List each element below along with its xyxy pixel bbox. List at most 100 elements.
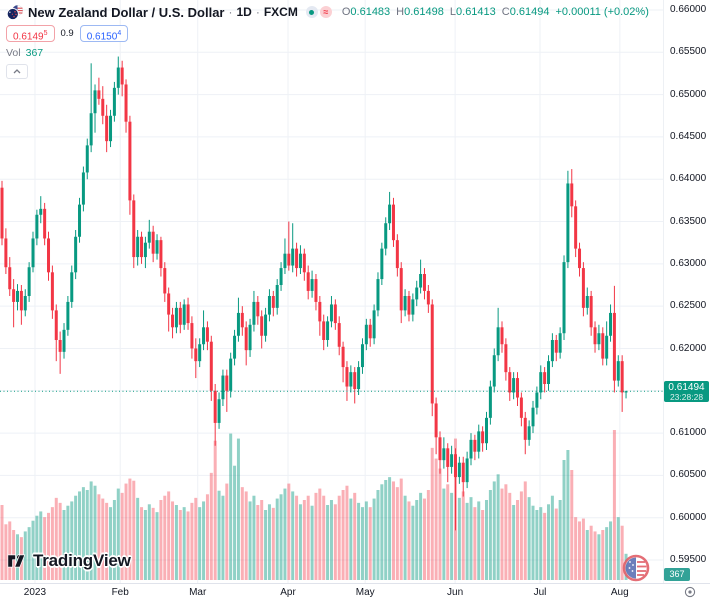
legend-collapse-button[interactable] [6, 64, 28, 79]
volume-bar [376, 490, 380, 580]
volume-indicator-label: Vol [6, 47, 21, 59]
candle [101, 86, 105, 125]
volume-bar [601, 530, 605, 580]
candle [105, 104, 109, 153]
candle [453, 448, 457, 531]
candle [194, 338, 198, 379]
volume-bar [306, 495, 310, 580]
candle [89, 63, 93, 153]
candle [624, 390, 628, 399]
price-axis-label: 0.65500 [670, 46, 707, 58]
candle [519, 392, 523, 427]
volume-bar [485, 500, 488, 580]
candle [372, 304, 376, 345]
volume-bar [457, 497, 461, 580]
volume-bar [244, 491, 248, 580]
tradingview-watermark[interactable]: TradingView [7, 551, 131, 571]
delayed-data-icon[interactable]: ≈ [319, 6, 332, 18]
candle [78, 197, 82, 243]
volume-bar [124, 483, 128, 580]
candle [496, 307, 500, 362]
candle [326, 316, 330, 347]
candle [357, 361, 361, 395]
candle [550, 333, 554, 368]
candle [275, 279, 279, 315]
time-axis-label: May [355, 587, 375, 598]
volume-bar [209, 472, 213, 580]
volume-bar [578, 521, 582, 580]
volume-bar [182, 507, 186, 580]
candle [128, 115, 132, 215]
volume-bar [136, 497, 140, 580]
volume-bar [609, 521, 613, 580]
last-price-tag: 0.61494 23:28:28 [664, 380, 709, 402]
candle [407, 290, 411, 322]
candle [376, 272, 380, 317]
candle [391, 197, 395, 247]
volume-bar [85, 490, 89, 580]
volume-bar [8, 521, 12, 580]
candle [399, 262, 403, 324]
volume-bar [500, 488, 504, 580]
candle [601, 327, 605, 366]
time-axis-label: Mar [189, 587, 207, 598]
price-axis-label: 0.63500 [670, 215, 707, 227]
time-axis[interactable]: 2023 Feb Mar Apr May Jun Jul Aug [0, 583, 710, 601]
volume-bar [360, 507, 364, 580]
price-axis-label: 0.65000 [670, 88, 707, 100]
volume-bar [93, 485, 97, 580]
buy-price-button[interactable]: 0.61504 [79, 25, 129, 42]
axis-settings-gear-icon[interactable] [683, 586, 697, 598]
volume-bar [399, 478, 403, 580]
volume-bar [283, 488, 287, 580]
symbol-title[interactable]: New Zealand Dollar / U.S. Dollar [28, 4, 225, 20]
volume-bar [143, 510, 147, 580]
volume-bar [543, 512, 547, 580]
volume-bar [155, 512, 159, 580]
tradingview-brand-text: TradingView [33, 551, 131, 570]
price-axis[interactable]: 0.66000 0.65500 0.65000 0.64500 0.64000 0.635… [663, 0, 710, 583]
candle [360, 338, 364, 374]
candle [43, 202, 47, 246]
volume-bar [248, 501, 252, 580]
currency-pair-flags-icon [6, 4, 23, 20]
volume-bar [140, 507, 144, 580]
candle [535, 386, 539, 415]
price-axis-label: 0.64000 [670, 173, 707, 185]
exchange-label[interactable]: FXCM [263, 5, 298, 19]
candle [318, 296, 322, 336]
volume-bar [357, 502, 361, 580]
volume-bar [341, 490, 345, 580]
candle [186, 297, 190, 330]
volume-bar [581, 518, 585, 580]
candle [93, 84, 97, 133]
market-open-status-icon[interactable] [305, 6, 318, 18]
separator: · [255, 5, 260, 19]
candle [58, 331, 62, 374]
candle [446, 443, 450, 483]
volume-bar [391, 481, 395, 580]
candle [260, 310, 264, 349]
candle [516, 372, 520, 406]
candle [566, 170, 570, 269]
candle [174, 301, 178, 334]
candle [426, 285, 430, 313]
volume-bar [128, 478, 132, 580]
candle [295, 242, 299, 277]
volume-bar [4, 524, 8, 580]
candle [554, 334, 558, 362]
close-label: C [501, 6, 510, 18]
candle [213, 384, 217, 446]
volume-bar [39, 511, 43, 580]
candle [620, 355, 624, 412]
candle [74, 230, 78, 280]
candle [562, 255, 566, 340]
volume-bar [380, 484, 384, 580]
interval-label[interactable]: 1D [236, 5, 252, 19]
low-label: L [449, 6, 457, 18]
candle [539, 365, 543, 400]
sell-price-button[interactable]: 0.61495 [6, 25, 55, 42]
candle [178, 301, 182, 334]
volume-bar [512, 505, 516, 580]
